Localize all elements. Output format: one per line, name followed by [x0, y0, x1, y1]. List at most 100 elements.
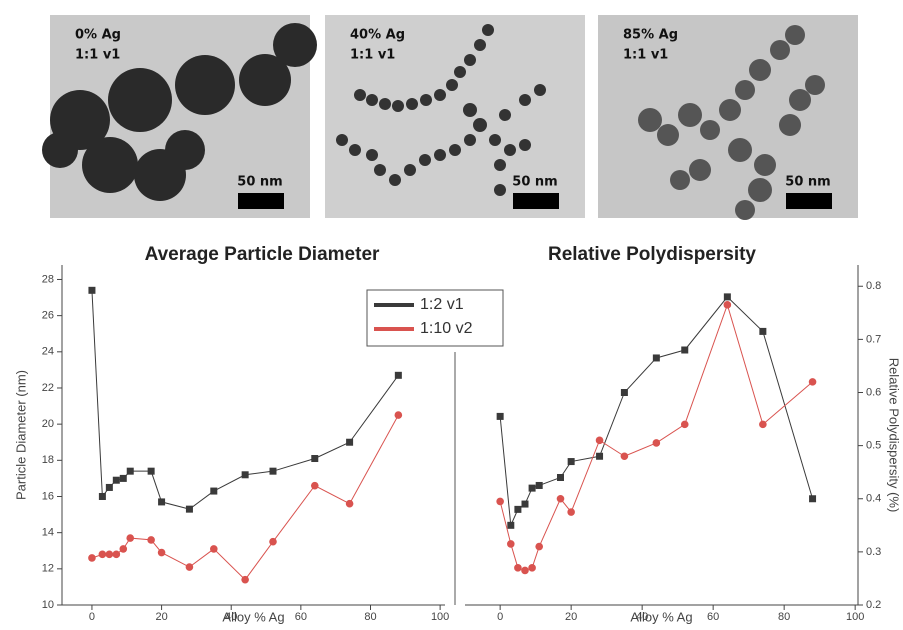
chart-title: Relative Polydispersity [548, 244, 756, 265]
x-tick-label: 100 [431, 611, 449, 623]
tem-image [42, 15, 317, 218]
panel-sublabel: 1:1 v1 [623, 48, 668, 63]
y-tick-label: 20 [42, 418, 54, 430]
data-point [595, 436, 604, 445]
data-point [496, 497, 504, 506]
data-point [652, 354, 660, 362]
data-point [210, 545, 218, 553]
data-point [723, 301, 732, 309]
tem-image [598, 15, 858, 220]
data-point [808, 378, 817, 386]
y-axis-label: Particle Diameter (nm) [13, 370, 28, 500]
data-point [680, 420, 689, 429]
data-point [394, 371, 402, 379]
data-point [210, 487, 218, 495]
panel-label: 40% Ag [350, 28, 405, 43]
legend-box [366, 289, 504, 347]
data-point [147, 536, 155, 544]
y-tick-label: 22 [42, 382, 54, 394]
y-tick-label: 10 [42, 599, 54, 611]
data-point [514, 505, 522, 513]
data-point [346, 438, 354, 446]
y-tick-label: 0.2 [866, 599, 881, 611]
data-point [88, 554, 96, 562]
data-point [620, 389, 628, 396]
data-point [723, 293, 731, 301]
data-point [185, 563, 194, 571]
data-point [105, 550, 114, 559]
data-point [394, 411, 403, 419]
data-point [556, 474, 564, 481]
y-tick-label: 0.4 [866, 493, 881, 505]
y-tick-label: 0.5 [866, 440, 881, 452]
data-point [310, 481, 319, 490]
data-point [535, 542, 543, 551]
data-point [496, 412, 504, 420]
data-point [345, 499, 354, 508]
panel-sublabel: 1:1 v1 [75, 48, 120, 63]
y-tick-label: 0.7 [866, 333, 881, 345]
data-point [98, 550, 107, 559]
y-tick-label: 16 [42, 490, 54, 502]
data-point [652, 439, 661, 447]
chart-title: Average Particle Diameter [145, 244, 380, 265]
data-point [596, 452, 604, 460]
data-point [514, 564, 522, 572]
data-point [241, 575, 249, 584]
data-point [105, 483, 113, 491]
panel-label: 85% Ag [623, 28, 678, 43]
scale-bar [238, 193, 284, 209]
x-tick-label: 60 [295, 611, 307, 623]
data-point [147, 467, 155, 475]
y-axis-label: Relative Polydispersity (%) [887, 358, 902, 513]
scale-bar [786, 193, 832, 209]
data-point [759, 327, 767, 335]
series-line [499, 303, 813, 572]
data-point [88, 286, 96, 294]
data-point [241, 471, 249, 479]
x-tick-label: 0 [89, 611, 95, 623]
y-tick-label: 0.8 [866, 280, 881, 292]
data-point [528, 564, 536, 572]
y-tick-label: 0.3 [866, 546, 881, 558]
data-point [506, 540, 515, 548]
x-tick-label: 40 [636, 611, 648, 623]
data-point [620, 452, 629, 461]
data-point [809, 495, 817, 503]
data-point [521, 566, 529, 575]
panel-label: 0% Ag [75, 28, 121, 43]
y-tick-label: 12 [42, 563, 54, 575]
panel-sublabel: 1:1 v1 [350, 48, 395, 63]
y-tick-label: 24 [42, 346, 54, 358]
data-point [556, 494, 565, 503]
data-point [185, 505, 193, 513]
y-tick-label: 28 [42, 273, 54, 285]
data-point [157, 548, 166, 557]
scale-label: 50 nm [785, 175, 830, 190]
scale-label: 50 nm [512, 175, 557, 190]
data-point [269, 467, 277, 475]
data-point [528, 484, 536, 492]
y-tick-label: 26 [42, 310, 54, 322]
x-tick-label: 80 [364, 611, 376, 623]
data-point [126, 467, 134, 475]
data-point [98, 492, 106, 500]
x-tick-label: 60 [707, 611, 719, 623]
data-point [311, 455, 319, 463]
x-tick-label: 100 [846, 611, 864, 623]
x-tick-label: 40 [225, 611, 237, 623]
data-point [681, 346, 689, 354]
data-point [112, 550, 121, 559]
data-point [507, 521, 515, 529]
x-tick-label: 0 [497, 611, 503, 623]
data-point [759, 420, 767, 429]
scale-label: 50 nm [237, 175, 282, 190]
data-point [112, 476, 120, 484]
x-axis-label: Alloy % Ag [222, 609, 284, 624]
x-tick-label: 20 [565, 611, 577, 623]
legend-label: 1:10 v2 [420, 320, 473, 337]
x-axis-label: Alloy % Ag [630, 609, 692, 624]
data-point [535, 481, 543, 489]
y-tick-label: 18 [42, 454, 54, 466]
